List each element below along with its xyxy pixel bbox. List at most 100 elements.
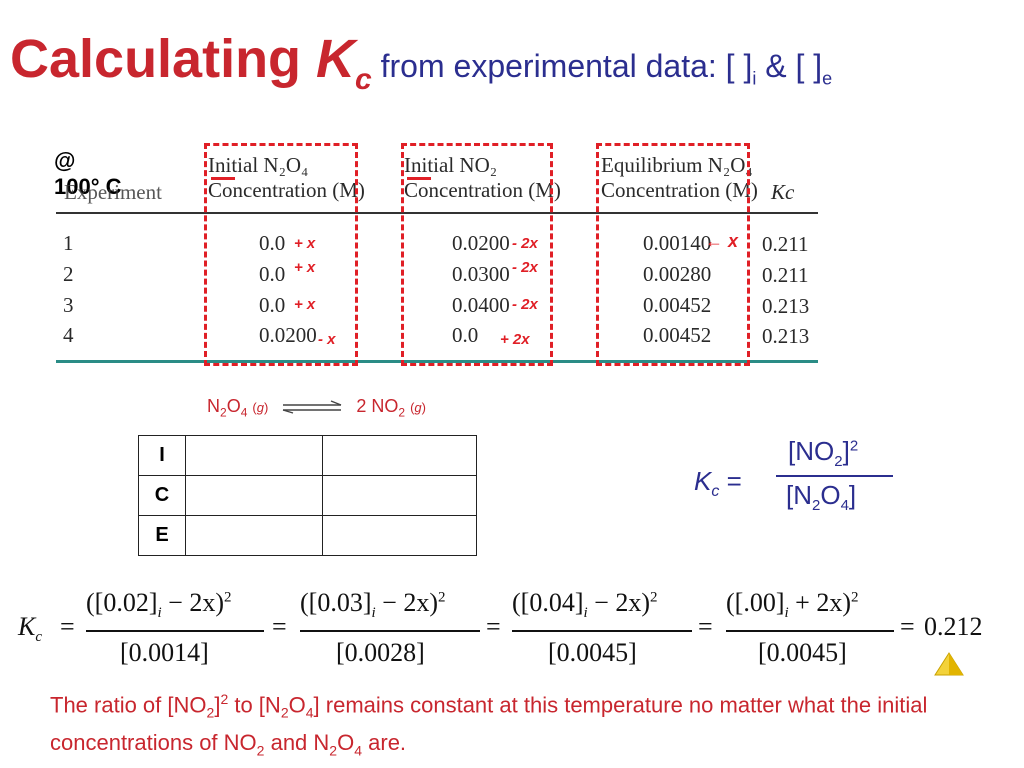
- title-sub-e: e: [822, 68, 833, 89]
- calc-equals: =: [698, 612, 713, 641]
- header-initial-n2o4-l2: Concentration (M): [208, 178, 365, 202]
- calc-num-3-a: ([0.04]: [512, 588, 584, 617]
- cell-eq-2: 0.00280: [643, 262, 712, 286]
- cell-kc-3: 0.213: [762, 294, 810, 318]
- ice-label-e: E: [138, 515, 186, 556]
- product: 2 NO: [356, 396, 399, 416]
- calc-num-4-sup: 2: [850, 589, 859, 606]
- calc-result: 0.212: [924, 612, 983, 641]
- calc-num-1-sup: 2: [223, 589, 232, 606]
- calc-lhs: Kc: [18, 612, 42, 646]
- kc-den-sub2: 4: [840, 497, 849, 515]
- annotation-n2o4-2: + x: [294, 259, 316, 276]
- note-p6: and N: [264, 729, 330, 755]
- reactant-sub2: 4: [240, 405, 248, 420]
- cell-kc-1: 0.211: [762, 232, 809, 256]
- cell-exp-4: 4: [63, 323, 74, 347]
- cell-eq-4: 0.00452: [643, 323, 712, 347]
- header-experiment: Experiment: [64, 180, 162, 204]
- note-p7: O: [337, 729, 355, 755]
- calc-num-4-a: ([.00]: [726, 588, 785, 617]
- annotation-no2-3: - 2x: [512, 296, 538, 313]
- cell-no2-1: 0.0200: [452, 231, 510, 255]
- calc-num-1-op: − 2x): [161, 588, 224, 617]
- note-s3: 4: [305, 704, 314, 721]
- cell-no2-2: 0.0300: [452, 262, 510, 286]
- annotation-no2-2: - 2x: [512, 259, 538, 276]
- calc-equals: =: [486, 612, 501, 641]
- cell-kc-2: 0.211: [762, 263, 809, 287]
- ice-label-i: I: [138, 435, 186, 476]
- ice-row-i: I: [138, 435, 477, 476]
- kc-fraction-bar: [776, 475, 893, 477]
- kc-den-close: ]: [848, 480, 857, 510]
- calc-equals: =: [900, 612, 915, 641]
- calc-num-2-op: − 2x): [375, 588, 438, 617]
- temperature-value: 100° C: [54, 174, 122, 199]
- equilibrium-arrow-icon: [283, 400, 342, 414]
- calc-num-1-sub: i: [157, 605, 162, 622]
- cell-n2o4-3: 0.0: [259, 293, 286, 317]
- calc-num-2-sub: i: [371, 605, 376, 622]
- kc-lhs: Kc =: [694, 466, 742, 501]
- calc-num-2-sup: 2: [437, 589, 446, 606]
- conclusion-note: The ratio of [NO2]2 to [N2O4] remains co…: [50, 684, 1010, 765]
- cell-eq-3: 0.00452: [643, 293, 712, 317]
- kc-k: K: [694, 466, 712, 496]
- header-initial-no2-l2: Concentration (M): [404, 178, 561, 202]
- table-bottom-rule: [56, 360, 818, 363]
- calc-den-1: [0.0014]: [120, 638, 209, 667]
- note-sup1: 2: [220, 691, 229, 707]
- triangle-icon[interactable]: [934, 652, 964, 676]
- note-p3: to [N: [228, 692, 281, 718]
- header-initial-no2-l1: Initial NO₂: [404, 153, 498, 177]
- kc-c: c: [711, 483, 720, 501]
- reactant-o: O: [226, 396, 241, 416]
- title-sub-i: i: [752, 68, 757, 89]
- cell-eq-1: 0.00140: [643, 231, 712, 255]
- cell-no2-3: 0.0400: [452, 293, 510, 317]
- cell-exp-2: 2: [63, 262, 74, 286]
- ice-table: I C E: [138, 435, 477, 556]
- header-initial-n2o4: Initial N₂O₄ Concentration (M): [208, 153, 365, 203]
- note-p8: are.: [362, 729, 407, 755]
- header-underline-n2o4: [211, 177, 235, 180]
- kc-equals: =: [719, 466, 742, 496]
- note-p5: ] remains constant at this temperature n…: [50, 692, 928, 755]
- ice-cell[interactable]: [322, 475, 477, 516]
- ice-cell[interactable]: [185, 515, 323, 556]
- reactant-sub1: 2: [220, 405, 227, 420]
- kc-num-sub: 2: [834, 453, 843, 471]
- annotation-n2o4-3: + x: [294, 296, 316, 313]
- calc-num-4-op: + 2x): [788, 588, 851, 617]
- kc-numerator: [NO2]2: [788, 436, 858, 470]
- header-initial-no2: Initial NO₂ Concentration (M): [404, 153, 561, 203]
- ice-row-e: E: [138, 515, 477, 556]
- cell-exp-3: 3: [63, 293, 74, 317]
- header-equilibrium-n2o4-l1: Equilibrium N₂O₄: [601, 153, 753, 177]
- title-k-sub: c: [355, 62, 372, 96]
- calc-num-1-a: ([0.02]: [86, 588, 158, 617]
- note-s4: 2: [256, 742, 265, 759]
- ice-cell[interactable]: [185, 435, 323, 476]
- highlight-box-equilibrium: [596, 143, 750, 366]
- header-underline-no2: [407, 177, 431, 180]
- ice-cell[interactable]: [322, 515, 477, 556]
- cell-n2o4-2: 0.0: [259, 262, 286, 286]
- ice-cell[interactable]: [185, 475, 323, 516]
- calc-num-2-a: ([0.03]: [300, 588, 372, 617]
- note-s5: 2: [329, 742, 338, 759]
- note-p1: The ratio of [NO: [50, 692, 207, 718]
- ice-label-c: C: [138, 475, 186, 516]
- calc-bar-1: [86, 630, 264, 632]
- ice-cell[interactable]: [322, 435, 477, 476]
- kc-num-sup: 2: [849, 437, 859, 455]
- reaction-equation: N2O4 (g) 2 NO2 (g): [207, 396, 426, 420]
- note-s6: 4: [354, 742, 363, 759]
- annotation-n2o4-1: + x: [294, 235, 316, 252]
- annotation-no2-1: - 2x: [512, 235, 538, 252]
- kc-den-sub1: 2: [812, 497, 821, 515]
- note-p4: O: [288, 692, 306, 718]
- calc-num-3-op: − 2x): [587, 588, 650, 617]
- reactant-state: g: [256, 400, 264, 415]
